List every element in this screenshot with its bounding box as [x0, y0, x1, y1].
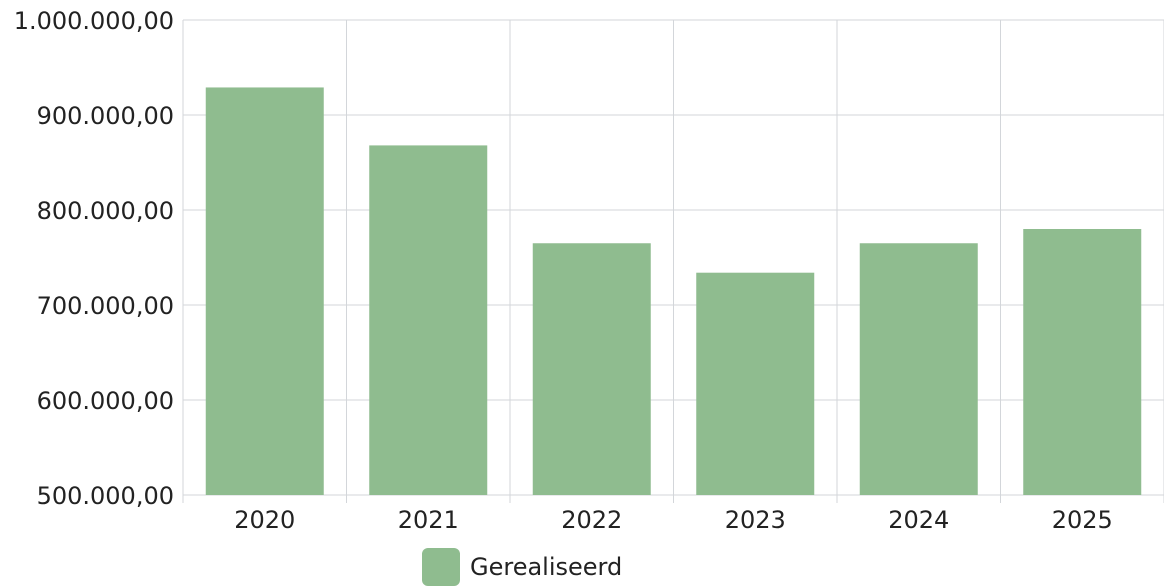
- x-axis-ticks: 2020 2021 2022 2023 2024 2025: [234, 506, 1113, 534]
- x-tick-label: 2022: [561, 506, 622, 534]
- y-tick-label: 900.000,00: [37, 102, 174, 130]
- y-tick-label: 700.000,00: [37, 292, 174, 320]
- x-tick-label: 2025: [1052, 506, 1113, 534]
- legend[interactable]: Gerealiseerd: [422, 548, 622, 586]
- y-tick-label: 600.000,00: [37, 387, 174, 415]
- y-tick-label: 800.000,00: [37, 197, 174, 225]
- grid: [182, 19, 1164, 503]
- bar-2021[interactable]: [369, 145, 488, 495]
- bar-2023[interactable]: [696, 272, 815, 495]
- bar-chart: 500.000,00 600.000,00 700.000,00 800.000,00…: [14, 7, 1164, 534]
- bars: [205, 87, 1142, 495]
- x-tick-label: 2023: [725, 506, 786, 534]
- legend-swatch: [422, 548, 460, 586]
- x-tick-label: 2020: [234, 506, 295, 534]
- y-axis-ticks: 500.000,00 600.000,00 700.000,00 800.000,00…: [14, 7, 174, 510]
- x-tick-label: 2024: [888, 506, 949, 534]
- y-tick-label: 1.000.000,00: [14, 7, 174, 35]
- bar-2025[interactable]: [1023, 229, 1142, 495]
- bar-2022[interactable]: [532, 243, 651, 495]
- legend-label: Gerealiseerd: [470, 553, 623, 581]
- bar-2024[interactable]: [859, 243, 978, 495]
- bar-2020[interactable]: [205, 87, 324, 495]
- y-tick-label: 500.000,00: [37, 482, 174, 510]
- x-tick-label: 2021: [398, 506, 459, 534]
